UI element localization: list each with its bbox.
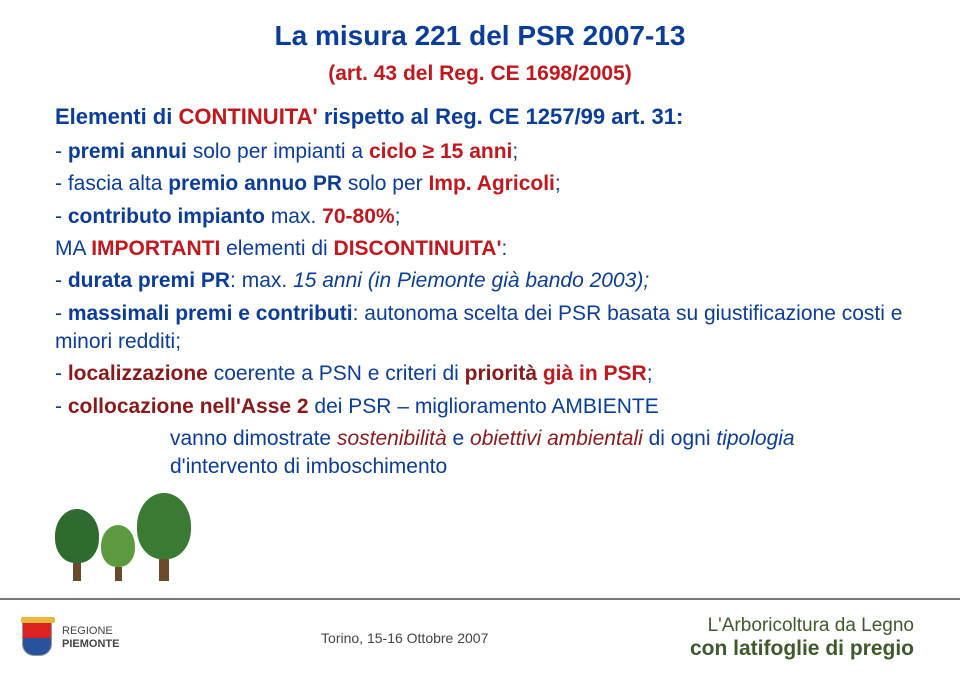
bullet-1: - premi annui solo per impianti a ciclo … bbox=[55, 138, 905, 166]
b7d: priorità bbox=[465, 362, 537, 385]
b4b: IMPORTANTI bbox=[91, 237, 220, 260]
region-line2: PIEMONTE bbox=[62, 638, 119, 651]
b2d: Imp. Agricoli bbox=[428, 172, 554, 195]
heading-part2: CONTINUITA' bbox=[178, 104, 317, 129]
trees-graphic bbox=[55, 493, 191, 581]
b2c: solo per bbox=[342, 172, 428, 195]
region-shield-icon bbox=[22, 620, 52, 656]
slide-title: La misura 221 del PSR 2007-13 bbox=[55, 20, 905, 52]
b9b: sostenibilità bbox=[337, 427, 447, 450]
bullet-6: - massimali premi e contributi: autonoma… bbox=[55, 300, 905, 357]
b1e: ; bbox=[512, 140, 518, 163]
b4a: MA bbox=[55, 237, 91, 260]
b1d: ciclo ≥ 15 anni bbox=[369, 140, 512, 163]
b1a: - bbox=[55, 140, 68, 163]
b7f: ; bbox=[647, 362, 653, 385]
b5c: : max. bbox=[230, 269, 293, 292]
b7e: già in PSR bbox=[537, 362, 647, 385]
b5b: durata premi PR bbox=[68, 269, 230, 292]
b4d: DISCONTINUITA' bbox=[334, 237, 502, 260]
tree-icon bbox=[137, 493, 191, 581]
slide-subtitle: (art. 43 del Reg. CE 1698/2005) bbox=[55, 62, 905, 86]
tree-icon bbox=[101, 525, 135, 581]
bullet-5: - durata premi PR: max. 15 anni (in Piem… bbox=[55, 267, 905, 295]
b6b: massimali premi e contributi bbox=[68, 302, 353, 325]
b2e: ; bbox=[555, 172, 561, 195]
b7a: - bbox=[55, 362, 68, 385]
bullet-8: - collocazione nell'Asse 2 dei PSR – mig… bbox=[55, 393, 905, 421]
title-text: La misura 221 del PSR 2007-13 bbox=[275, 20, 686, 51]
b1b: premi annui bbox=[68, 140, 187, 163]
b4c: elementi di bbox=[220, 237, 333, 260]
bullet-2: - fascia alta premio annuo PR solo per I… bbox=[55, 170, 905, 198]
continuity-heading: Elementi di CONTINUITA' rispetto al Reg.… bbox=[55, 104, 905, 130]
subtitle-text: (art. 43 del Reg. CE 1698/2005) bbox=[328, 62, 632, 85]
b3d: 70-80% bbox=[322, 205, 394, 228]
tree-icon bbox=[55, 509, 99, 581]
b4e: : bbox=[501, 237, 507, 260]
b8c: dei PSR – miglioramento AMBIENTE bbox=[309, 395, 659, 418]
heading-part3: rispetto al Reg. CE 1257/99 art. 31: bbox=[318, 104, 684, 129]
heading-part1: Elementi di bbox=[55, 104, 178, 129]
body: - premi annui solo per impianti a ciclo … bbox=[55, 138, 905, 482]
b6a: - bbox=[55, 302, 68, 325]
footer-right: L'Arboricoltura da Legno con latifoglie … bbox=[690, 616, 960, 660]
b9c: e bbox=[447, 427, 470, 450]
b9a: vanno dimostrate bbox=[170, 427, 337, 450]
footer-right-line1: L'Arboricoltura da Legno bbox=[690, 616, 914, 637]
slide: La misura 221 del PSR 2007-13 (art. 43 d… bbox=[0, 0, 960, 676]
b9f: tipologia bbox=[716, 427, 794, 450]
bullet-3: - contributo impianto max. 70-80%; bbox=[55, 203, 905, 231]
b3e: ; bbox=[395, 205, 401, 228]
b3a: - bbox=[55, 205, 68, 228]
b8a: - bbox=[55, 395, 68, 418]
bullet-4: MA IMPORTANTI elementi di DISCONTINUITA'… bbox=[55, 235, 905, 263]
b8b: collocazione nell'Asse 2 bbox=[68, 395, 309, 418]
b5d: 15 anni (in Piemonte già bando 2003); bbox=[293, 269, 649, 292]
b3c: max. bbox=[265, 205, 322, 228]
b9g: d'intervento di imboschimento bbox=[170, 455, 447, 478]
b7c: coerente a PSN e criteri di bbox=[208, 362, 465, 385]
footer: REGIONE PIEMONTE Torino, 15-16 Ottobre 2… bbox=[0, 598, 960, 676]
region-line1: REGIONE bbox=[62, 625, 119, 638]
footer-right-line2: con latifoglie di pregio bbox=[690, 637, 914, 660]
footer-center: Torino, 15-16 Ottobre 2007 bbox=[119, 630, 690, 646]
region-label: REGIONE PIEMONTE bbox=[62, 625, 119, 651]
bullet-7: - localizzazione coerente a PSN e criter… bbox=[55, 360, 905, 388]
bullet-9: vanno dimostrate sostenibilità e obietti… bbox=[55, 425, 905, 482]
b9d: obiettivi ambientali bbox=[470, 427, 643, 450]
footer-left: REGIONE PIEMONTE bbox=[0, 620, 119, 656]
b5a: - bbox=[55, 269, 68, 292]
b1c: solo per impianti a bbox=[187, 140, 369, 163]
b7b: localizzazione bbox=[68, 362, 208, 385]
b2a: - fascia alta bbox=[55, 172, 168, 195]
b2b: premio annuo PR bbox=[168, 172, 342, 195]
b9e: di ogni bbox=[643, 427, 717, 450]
b3b: contributo impianto bbox=[68, 205, 265, 228]
leaf-icon bbox=[942, 629, 960, 647]
